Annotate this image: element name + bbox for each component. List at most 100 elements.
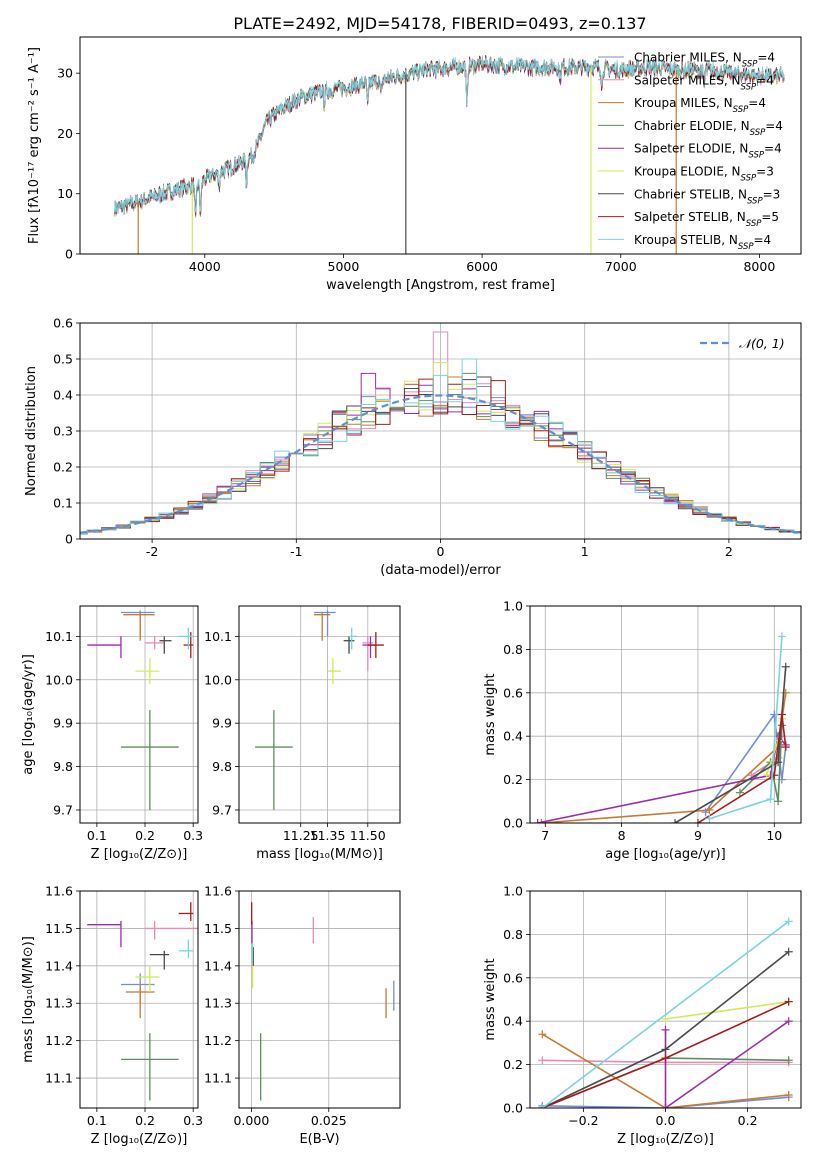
spectrum-lines [114,55,785,254]
age_vs_mass-ytick-label: 10.1 [204,629,232,644]
age_vs_mass-ytick-label: 9.7 [212,802,232,817]
legend-tail: =4 [748,96,766,110]
mass_weight_vs_age-xtick-label: 9 [694,828,702,843]
spectrum-xtick-label: 5000 [328,259,360,274]
mass_weight_vs_age-xtick-label: 8 [618,828,626,843]
age_vs_mass-xtick-label: 11.35 [310,828,346,843]
mass_weight_vs_age-ytick-label: 0.2 [503,772,523,787]
legend-label: Chabrier STELIB, N [634,187,747,201]
legend-entry: Kroupa MILES, NSSP=4 [634,96,766,115]
legend-tail: =3 [763,187,781,201]
residuals-ylabel: Normed distribution [24,366,39,496]
residuals-xtick-label: -2 [146,544,158,559]
age_vs_Z-point-chabrier-elodie [120,710,179,810]
hist-salpeter-stelib [80,378,801,535]
residuals-frame [79,322,802,540]
legend-label: Kroupa STELIB, N [634,233,738,247]
legend-tail: =5 [761,210,779,224]
mass_weight_vs_age-ytick-label: 0.6 [503,685,523,700]
age_vs_mass-point-chabrier-stelib [343,636,355,654]
spectrum-xtick-label: 4000 [189,259,221,274]
hist-salpeter-elodie [80,372,801,535]
mass_weight_vs_Z-xlabel: Z [log₁₀(Z/Z⊙)] [617,1132,714,1147]
age_vs_Z-point-chabrier-stelib [159,636,172,654]
legend-label: Salpeter STELIB, N [634,210,746,224]
age_vs_Z-ytick-label: 9.7 [53,802,73,817]
mass_weight_vs_age-ytick-label: 0.8 [503,642,523,657]
age_vs_mass-ytick-label: 9.8 [212,759,232,774]
mass_vs_ebv-ytick-label: 11.1 [204,1071,232,1086]
mass_weight_vs_age-xtick-label: 10 [766,828,782,843]
mass_weight_vs_Z-ytick-label: 0.4 [503,1014,523,1029]
legend-label: Salpeter ELODIE, N [634,142,748,156]
residuals-ytick-label: 0.5 [53,352,73,367]
mass_vs_Z-ytick-label: 11.5 [45,921,73,936]
age_vs_mass-xtick-label: 11.50 [350,828,386,843]
age_vs_mass-point-kroupa-miles [314,612,331,641]
mass_weight_vs_Z-series-kroupa-stelib [538,917,793,1108]
mass_weight_vs_Z-series-kroupa-elodie-line [665,1000,789,1020]
age_vs_Z-ytick-label: 10.1 [45,629,73,644]
mass_weight_vs_age-series-chabrier-elodie-line [739,725,783,802]
mass_weight_vs_Z-xtick-label: −0.2 [568,1113,598,1128]
residuals-ytick-label: 0.1 [53,496,73,511]
age_vs_Z-point-kroupa-elodie [135,658,160,685]
age_vs_mass-point-chabrier-elodie [255,710,293,810]
residuals-ytick-label: 0.6 [53,316,73,331]
mass_vs_Z-point-kroupa-stelib [178,939,194,959]
mass_vs_Z-frame [79,890,199,1109]
age_vs_mass-point-salpeter-elodie [362,636,376,659]
age_vs_mass-ytick-label: 10.0 [204,672,232,687]
legend-sub: SSP [741,174,757,184]
mass_weight_vs_age-series-kroupa-miles [537,688,790,823]
mass_vs_ebv-ytick-label: 11.3 [204,996,232,1011]
mass_vs_Z-xtick-label: 0.3 [183,1113,203,1128]
age_vs_Z-xlabel: Z [log₁₀(Z/Z⊙)] [91,847,188,862]
mass_weight_vs_age-lines [533,632,790,823]
residuals-xtick-label: 0 [437,544,445,559]
mass_weight_vs_Z-series-kroupa-stelib-line [541,920,790,1108]
mass_vs_Z-point-chabrier-stelib [149,950,170,970]
legend-label: Kroupa MILES, N [634,96,733,110]
legend-entry: Salpeter ELODIE, NSSP=4 [634,142,782,161]
mass_weight_vs_Z-xtick-label: 0.0 [656,1113,676,1128]
age_vs_mass-ytick-label: 9.9 [212,716,232,731]
mass_vs_Z-ytick-label: 11.4 [45,958,73,973]
legend-sub: SSP [742,60,758,70]
mass_weight_vs_Z-series-chabrier-miles-line [542,1096,789,1108]
age_vs_Z-point-salpeter-miles [145,636,165,650]
legend-tail: =4 [765,119,783,133]
spectrum-xlabel: wavelength [Angstrom, rest frame] [326,278,555,293]
mass_vs_ebv-ytick-label: 11.6 [204,884,232,899]
mass_weight_vs_Z-ytick-label: 0.8 [503,927,523,942]
mass_weight_vs_Z-xtick-label: 0.2 [738,1113,758,1128]
spectrum-ytick-label: 10 [57,186,73,201]
figure-title: PLATE=2492, MJD=54178, FIBERID=0493, z=0… [233,14,646,33]
legend-entry: Chabrier ELODIE, NSSP=4 [634,119,783,138]
age_vs_Z-points [87,610,194,810]
residuals-xlabel: (data-model)/error [380,563,501,578]
hist-kroupa-miles [80,376,801,535]
mass_vs_Z-ytick-label: 11.6 [45,884,73,899]
mass_weight_vs_age-frame [529,605,802,824]
mass_weight_vs_Z-ytick-label: 0.6 [503,970,523,985]
age_vs_mass-xlabel: mass [log₁₀(M/M⊙)] [256,847,383,862]
mass_weight_vs_age-xtick-label: 7 [541,828,549,843]
mass_weight_vs_age-series-salpeter-stelib-line [697,714,787,823]
mass_vs_ebv-axes: 0.000 0.025 11.1 11.2 11.3 11.4 11.5 11.6 E(B-V) [204,884,400,1147]
spectrum-xtick-label: 6000 [466,259,498,274]
age_vs_Z-frame [79,605,199,824]
mass_vs_Z-xtick-label: 0.1 [87,1113,107,1128]
mass_weight_vs_age-series-chabrier-stelib [671,662,790,823]
mass_vs_Z-point-salpeter-miles [145,920,198,940]
legend-sub: SSP [741,82,757,92]
legend-entry: Chabrier STELIB, NSSP=3 [634,187,780,206]
age_vs_Z-xtick-label: 0.3 [183,828,203,843]
mass_vs_ebv-ytick-label: 11.2 [204,1033,232,1048]
age_vs_Z-point-kroupa-stelib [178,627,194,650]
age_vs_Z-point-kroupa-miles [123,612,155,641]
residuals-ytick-label: 0 [65,532,73,547]
